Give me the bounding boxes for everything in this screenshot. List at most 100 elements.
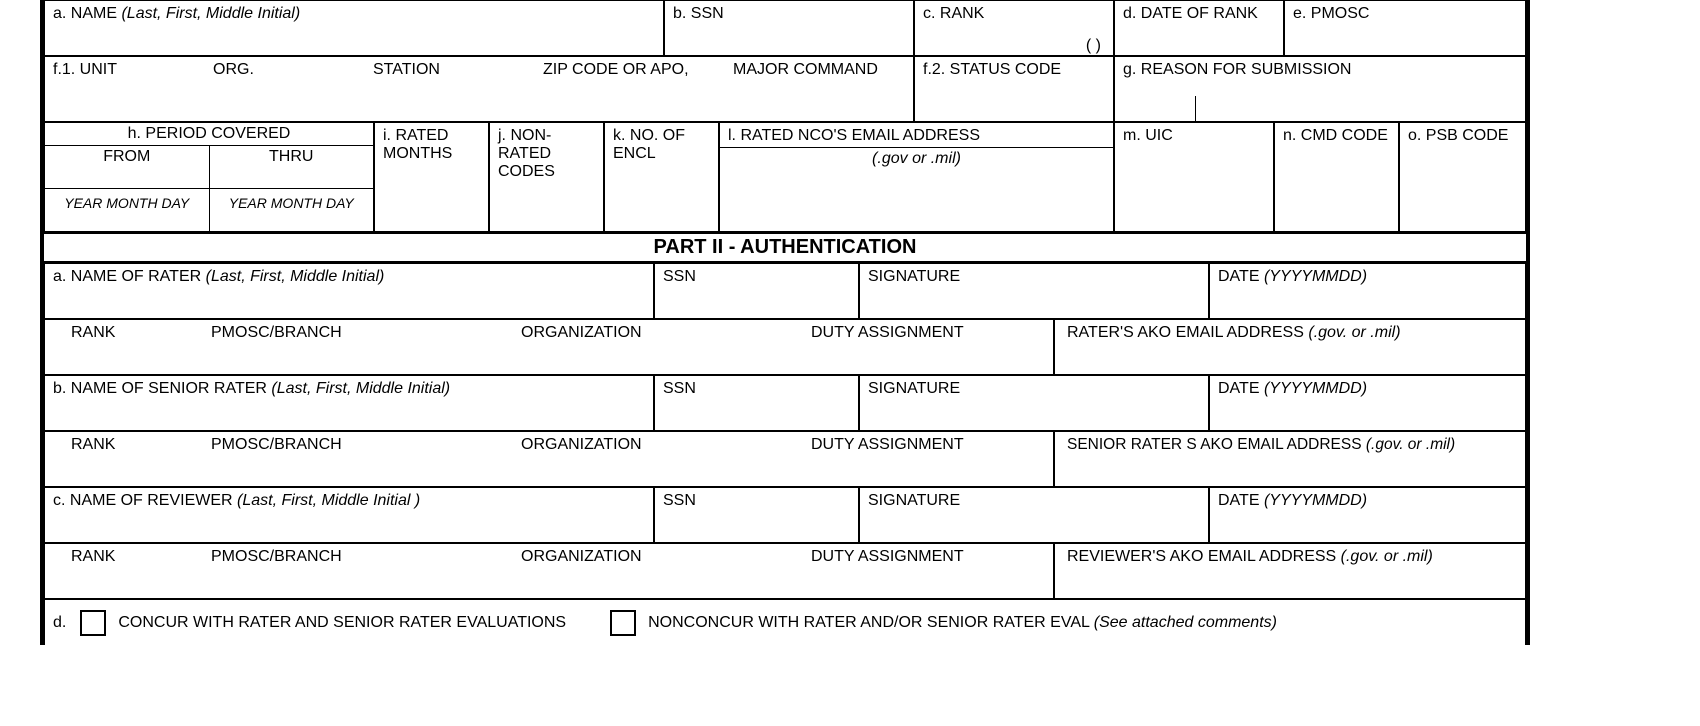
label-rater-org: ORGANIZATION [521,324,811,342]
label-name: a. NAME (Last, First, Middle Initial) [53,5,655,23]
label-rater-date: DATE (YYYYMMDD) [1218,268,1517,286]
checkbox-nonconcur[interactable] [610,610,636,636]
field-sr-date[interactable]: DATE (YYYYMMDD) [1209,375,1526,431]
field-no-encl[interactable]: k. NO. OF ENCL [604,122,719,232]
row-name-ssn-rank: a. NAME (Last, First, Middle Initial) b.… [44,0,1526,56]
label-sr-duty: DUTY ASSIGNMENT [811,436,964,454]
row-concur: d. CONCUR WITH RATER AND SENIOR RATER EV… [44,599,1526,645]
label-rater-email: RATER'S AKO EMAIL ADDRESS (.gov. or .mil… [1067,324,1517,342]
field-email[interactable]: l. RATED NCO'S EMAIL ADDRESS (.gov or .m… [719,122,1114,232]
field-rater-email[interactable]: RATER'S AKO EMAIL ADDRESS (.gov. or .mil… [1054,319,1526,375]
label-l: l. RATED NCO'S EMAIL ADDRESS [728,127,980,144]
row-period-misc: h. PERIOD COVERED FROM THRU YEAR MONTH D… [44,122,1526,232]
label-rater-rank: RANK [71,324,211,342]
field-unit[interactable]: f.1. UNIT ORG. STATION ZIP CODE OR APO, … [44,56,914,122]
label-sr-date: DATE (YYYYMMDD) [1218,380,1517,398]
label-reason: g. REASON FOR SUBMISSION [1123,61,1351,78]
row-rev-name: c. NAME OF REVIEWER (Last, First, Middle… [44,487,1526,543]
field-rater-rank-org[interactable]: RANK PMOSC/BRANCH ORGANIZATION DUTY ASSI… [44,319,1054,375]
label-rev-sig: SIGNATURE [868,492,1200,510]
field-ssn[interactable]: b. SSN [664,0,914,56]
field-name[interactable]: a. NAME (Last, First, Middle Initial) [44,0,664,56]
field-rev-ssn[interactable]: SSN [654,487,859,543]
field-rev-date[interactable]: DATE (YYYYMMDD) [1209,487,1526,543]
row-rev-rank: RANK PMOSC/BRANCH ORGANIZATION DUTY ASSI… [44,543,1526,599]
field-period-covered[interactable]: h. PERIOD COVERED FROM THRU YEAR MONTH D… [44,122,374,232]
field-rater-sig[interactable]: SIGNATURE [859,263,1209,319]
label-sr-sig: SIGNATURE [868,380,1200,398]
field-sr-sig[interactable]: SIGNATURE [859,375,1209,431]
label-nonconcur: NONCONCUR WITH RATER AND/OR SENIOR RATER… [648,614,1277,632]
field-rev-rank-org[interactable]: RANK PMOSC/BRANCH ORGANIZATION DUTY ASSI… [44,543,1054,599]
label-rater-pmosc: PMOSC/BRANCH [211,324,521,342]
form-page: a. NAME (Last, First, Middle Initial) b.… [0,0,1700,726]
row-sr-rank: RANK PMOSC/BRANCH ORGANIZATION DUTY ASSI… [44,431,1526,487]
label-rev-org: ORGANIZATION [521,548,811,566]
label-sr-pmosc: PMOSC/BRANCH [211,436,521,454]
label-period: h. PERIOD COVERED [45,123,373,146]
field-rater-ssn[interactable]: SSN [654,263,859,319]
label-rater-duty: DUTY ASSIGNMENT [811,324,964,342]
label-zip: ZIP CODE OR APO, [543,61,733,79]
field-pmosc[interactable]: e. PMOSC [1284,0,1526,56]
label-ymd-from: YEAR MONTH DAY [45,189,210,231]
label-rev-pmosc: PMOSC/BRANCH [211,548,521,566]
label-sr-name: b. NAME OF SENIOR RATER (Last, First, Mi… [53,380,645,398]
field-nonrated-codes[interactable]: j. NON-RATED CODES [489,122,604,232]
label-rev-rank: RANK [71,548,211,566]
row-unit-status-reason: f.1. UNIT ORG. STATION ZIP CODE OR APO, … [44,56,1526,122]
field-rater-name[interactable]: a. NAME OF RATER (Last, First, Middle In… [44,263,654,319]
field-psb-code[interactable]: o. PSB CODE [1399,122,1526,232]
checkbox-concur[interactable] [80,610,106,636]
label-pmosc: e. PMOSC [1293,5,1517,23]
label-i: i. RATED MONTHS [383,127,480,163]
part-ii-header: PART II - AUTHENTICATION [44,232,1526,263]
field-rev-name[interactable]: c. NAME OF REVIEWER (Last, First, Middle… [44,487,654,543]
field-rev-sig[interactable]: SIGNATURE [859,487,1209,543]
field-uic[interactable]: m. UIC [1114,122,1274,232]
label-m: m. UIC [1123,127,1265,145]
row-rater-name: a. NAME OF RATER (Last, First, Middle In… [44,263,1526,319]
field-status-code[interactable]: f.2. STATUS CODE [914,56,1114,122]
label-ssn: b. SSN [673,5,905,23]
field-date-of-rank[interactable]: d. DATE OF RANK [1114,0,1284,56]
period-inner: h. PERIOD COVERED FROM THRU YEAR MONTH D… [45,123,373,231]
field-rater-date[interactable]: DATE (YYYYMMDD) [1209,263,1526,319]
label-rater-sig: SIGNATURE [868,268,1200,286]
label-from: FROM [45,146,210,188]
label-rater-name: a. NAME OF RATER (Last, First, Middle In… [53,268,645,286]
label-o: o. PSB CODE [1408,127,1517,145]
label-station: STATION [373,61,543,79]
field-rank[interactable]: c. RANK ( ) [914,0,1114,56]
label-major-cmd: MAJOR COMMAND [733,61,878,79]
label-j: j. NON-RATED CODES [498,127,595,181]
label-sr-org: ORGANIZATION [521,436,811,454]
label-sr-email: SENIOR RATER S AKO EMAIL ADDRESS (.gov. … [1067,436,1517,454]
label-ymd-thru: YEAR MONTH DAY [210,189,374,231]
label-rev-ssn: SSN [663,492,850,510]
field-sr-ssn[interactable]: SSN [654,375,859,431]
label-sr-rank: RANK [71,436,211,454]
field-sr-rank-org[interactable]: RANK PMOSC/BRANCH ORGANIZATION DUTY ASSI… [44,431,1054,487]
label-rev-date: DATE (YYYYMMDD) [1218,492,1517,510]
label-d: d. [53,614,66,632]
label-k: k. NO. OF ENCL [613,127,710,163]
row-sr-name: b. NAME OF SENIOR RATER (Last, First, Mi… [44,375,1526,431]
label-f2-status: f.2. STATUS CODE [923,61,1105,79]
label-dor: d. DATE OF RANK [1123,5,1275,23]
label-concur: CONCUR WITH RATER AND SENIOR RATER EVALU… [118,614,566,632]
label-l-hint: (.gov or .mil) [872,150,961,167]
field-cmd-code[interactable]: n. CMD CODE [1274,122,1399,232]
label-thru: THRU [210,146,374,188]
field-rev-email[interactable]: REVIEWER'S AKO EMAIL ADDRESS (.gov. or .… [1054,543,1526,599]
rank-paren: ( ) [1086,37,1105,55]
label-sr-ssn: SSN [663,380,850,398]
row-rater-rank: RANK PMOSC/BRANCH ORGANIZATION DUTY ASSI… [44,319,1526,375]
field-rated-months[interactable]: i. RATED MONTHS [374,122,489,232]
field-sr-name[interactable]: b. NAME OF SENIOR RATER (Last, First, Mi… [44,375,654,431]
field-sr-email[interactable]: SENIOR RATER S AKO EMAIL ADDRESS (.gov. … [1054,431,1526,487]
label-rev-duty: DUTY ASSIGNMENT [811,548,964,566]
label-rev-name: c. NAME OF REVIEWER (Last, First, Middle… [53,492,645,510]
label-f1-unit: f.1. UNIT [53,61,213,79]
field-reason[interactable]: g. REASON FOR SUBMISSION [1114,56,1526,122]
